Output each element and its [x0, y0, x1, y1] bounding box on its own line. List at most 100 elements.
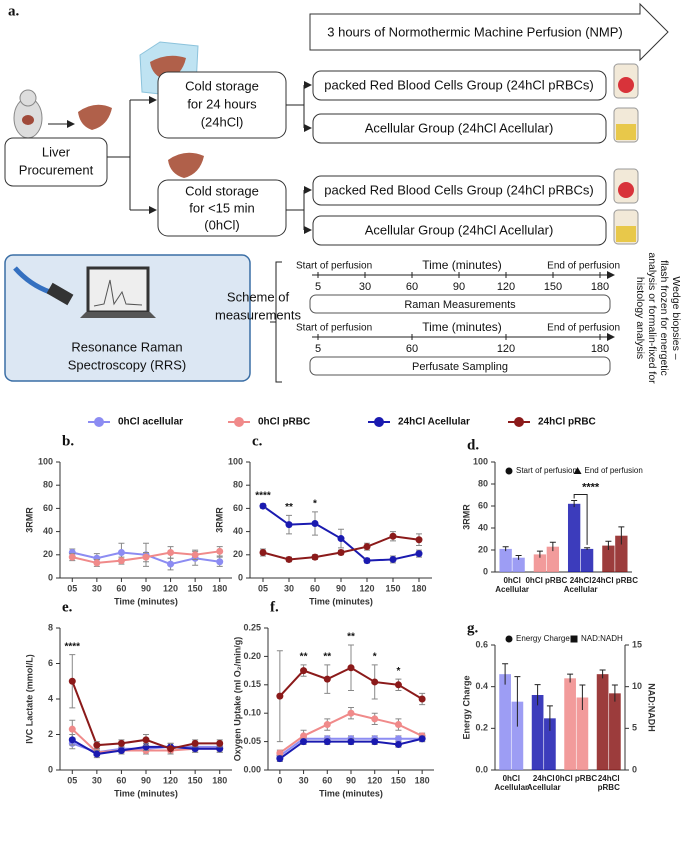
storage-box	[157, 179, 287, 237]
x-tick-label: 60	[116, 583, 126, 593]
x-tick-label: 120	[163, 775, 178, 785]
data-point	[216, 547, 224, 555]
data-point	[276, 692, 284, 700]
data-point	[394, 681, 402, 689]
error-bar	[605, 540, 612, 550]
bar	[596, 674, 609, 770]
y-tick-label: 80	[478, 478, 488, 488]
timeline-box	[309, 294, 611, 314]
bar	[609, 693, 621, 770]
legend: 0hCl acellular 0hCl pRBC 24hCl Acellular 24…	[88, 417, 596, 428]
biopsies-line: histology analysis	[634, 277, 646, 359]
biopsies-line: flash frozen for energetic	[658, 260, 670, 376]
timeline-end: End of perfusion	[547, 261, 620, 272]
data-point	[389, 555, 397, 563]
bar	[499, 674, 511, 770]
legend-marker	[234, 417, 244, 427]
biopsies-line: analysis or formalin-fixed for	[646, 252, 658, 384]
y-tick-label: 0.6	[475, 639, 488, 649]
box-text: Procurement	[19, 162, 94, 177]
y-tick-label: 0.00	[243, 764, 261, 774]
bar	[499, 548, 512, 572]
x-tick-label: 60	[116, 775, 126, 785]
x-tick-label: 90	[336, 583, 346, 593]
annotation: **	[300, 652, 308, 663]
panel-label: d.	[467, 437, 479, 453]
data-point	[394, 740, 402, 748]
annotation: **	[347, 632, 355, 643]
data-point	[394, 721, 402, 729]
panel-label: e.	[62, 599, 73, 615]
data-point	[337, 535, 345, 543]
nmp-arrow	[309, 2, 669, 62]
data-point	[68, 553, 76, 561]
data-point	[93, 741, 101, 749]
bar	[580, 548, 594, 572]
x-tick-label-box: 24hCl Acellular	[564, 576, 598, 594]
mouse-icon	[13, 89, 43, 139]
x-tick-label: 30	[92, 775, 102, 785]
diagram: a. 3 hours of Normothermic Machine Perfu…	[4, 2, 682, 384]
group-box	[312, 70, 607, 101]
data-point	[418, 735, 426, 743]
box-text: Liver	[42, 144, 71, 159]
rrs-icon	[13, 266, 156, 318]
data-point	[300, 738, 308, 746]
x-axis-label: Time (minutes)	[114, 788, 178, 798]
data-point	[371, 715, 379, 723]
data-point	[117, 746, 125, 754]
y-tick-label: 20	[478, 544, 488, 554]
y-tick-label: 100	[38, 456, 53, 466]
annotation: ****	[255, 490, 271, 501]
biopsies-text: Wedge biopsies –flash frozen for energet…	[634, 252, 682, 384]
error-bar	[618, 526, 625, 545]
x-tick-label: 24hCl pRBC	[591, 576, 638, 585]
group-box	[312, 175, 607, 206]
data-point	[300, 667, 308, 675]
x-tick-label: 120	[163, 583, 178, 593]
data-point	[167, 548, 175, 556]
y-tick-label: 0.0	[475, 764, 488, 774]
error-bar	[599, 669, 606, 679]
x-tick-label: 90	[141, 583, 151, 593]
data-point	[347, 709, 355, 717]
box-text: (24hCl)	[201, 114, 244, 129]
data-point	[323, 721, 331, 729]
bar	[512, 557, 525, 572]
annotation: ****	[582, 481, 600, 493]
timeline-tick-label: 5	[315, 281, 321, 293]
timeline-label: Raman Measurements	[404, 299, 516, 311]
y-tick-label: 0.25	[243, 622, 261, 632]
y-tick-label: 0.2	[475, 723, 488, 733]
x-tick-label-box: 0hCl pRBC	[555, 774, 597, 783]
x-tick-label: 60	[310, 583, 320, 593]
y-tick-label: 100	[473, 456, 488, 466]
group-text: Acellular Group (24hCl Acellular)	[365, 222, 554, 237]
x-tick-label: 120	[359, 583, 374, 593]
box-text: Cold storage	[185, 183, 259, 198]
data-point	[93, 559, 101, 567]
legend-label: 24hCl pRBC	[538, 417, 596, 428]
y-tick-label: 4	[48, 693, 53, 703]
box-text: for <15 min	[189, 200, 254, 215]
y-tick-label: 0	[238, 572, 243, 582]
x-tick-label-box: 24hCl pRBC	[598, 774, 620, 792]
bar	[602, 545, 615, 572]
group-text: packed Red Blood Cells Group (24hCl pRBC…	[324, 182, 594, 197]
y-tick-label: 0.05	[243, 736, 261, 746]
nmp-text: 3 hours of Normothermic Machine Perfusio…	[327, 24, 623, 39]
panel-label: b.	[62, 433, 74, 449]
y-tick-label: 60	[478, 500, 488, 510]
y-tick-label: 10	[632, 681, 642, 691]
biopsies-line: Wedge biopsies –	[670, 276, 682, 359]
bar	[567, 503, 581, 572]
data-point	[347, 738, 355, 746]
y-tick-label: 0	[48, 764, 53, 774]
data-point	[418, 695, 426, 703]
y-tick-label: 0	[632, 764, 637, 774]
data-point	[191, 739, 199, 747]
group-text: packed Red Blood Cells Group (24hCl pRBC…	[324, 77, 594, 92]
data-point	[363, 557, 371, 565]
rrs-text: Resonance Raman	[71, 339, 182, 354]
